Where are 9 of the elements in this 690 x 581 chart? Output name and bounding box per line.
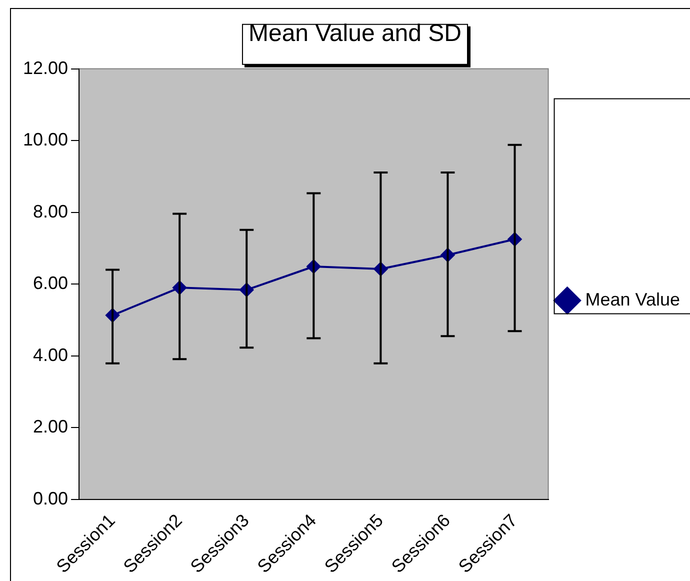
y-tick-label: 12.00 xyxy=(22,58,68,78)
y-tick-label: 0.00 xyxy=(32,488,68,508)
chart-title: Mean Value and SD xyxy=(248,20,462,48)
y-tick-label: 8.00 xyxy=(32,201,68,222)
y-tick-label: 6.00 xyxy=(32,273,68,294)
legend-label: Mean Value xyxy=(585,289,680,310)
y-tick-label: 2.00 xyxy=(32,416,68,437)
y-tick-label: 10.00 xyxy=(22,130,68,150)
y-tick-label: 4.00 xyxy=(32,344,68,365)
